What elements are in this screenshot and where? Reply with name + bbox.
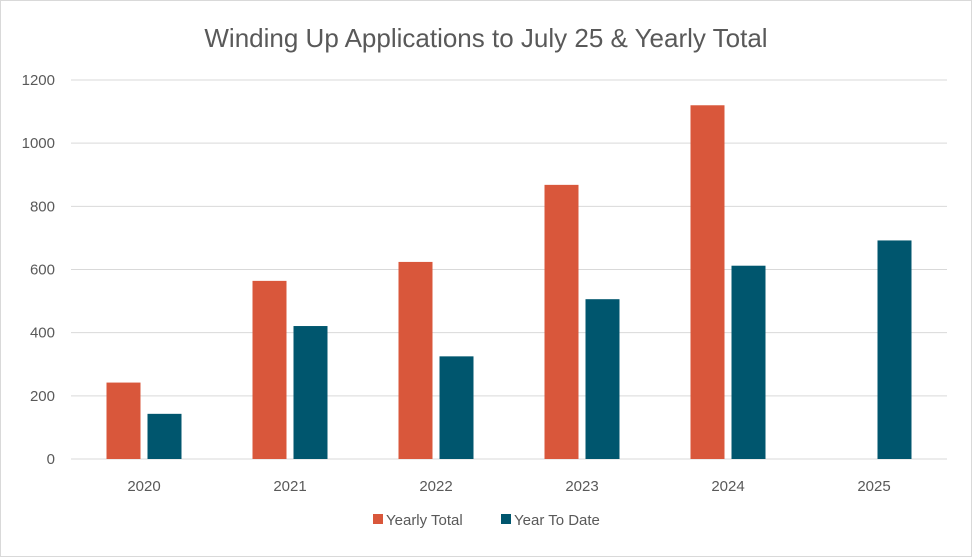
bar-yearly-total-2021 — [252, 280, 287, 459]
bar-year-to-date-2022 — [439, 356, 474, 459]
bar-year-to-date-2021 — [293, 326, 328, 459]
bar-yearly-total-2020 — [106, 382, 141, 459]
y-tick-label: 600 — [30, 262, 55, 279]
bar-yearly-total-2023 — [544, 184, 579, 459]
x-tick-label: 2020 — [127, 478, 160, 495]
bar-yearly-total-2022 — [398, 261, 433, 459]
bar-year-to-date-2020 — [147, 413, 182, 459]
bar-year-to-date-2023 — [585, 299, 620, 459]
x-tick-label: 2021 — [273, 478, 306, 495]
legend-label: Year To Date — [514, 512, 600, 529]
x-axis-ticks: 2020 2021 2022 2023 2024 2025 — [127, 478, 890, 495]
legend-label: Yearly Total — [386, 512, 463, 529]
bar-year-to-date-2025 — [877, 240, 912, 459]
y-tick-label: 1200 — [22, 72, 55, 89]
y-tick-label: 0 — [47, 451, 55, 468]
y-tick-label: 200 — [30, 388, 55, 405]
legend: Yearly Total Year To Date — [373, 512, 600, 529]
gridlines — [71, 79, 947, 460]
y-axis-ticks: 0 200 400 600 800 1000 1200 — [22, 72, 55, 468]
bar-year-to-date-2024 — [731, 265, 766, 459]
x-tick-label: 2022 — [419, 478, 452, 495]
y-tick-label: 800 — [30, 198, 55, 215]
legend-swatch — [373, 514, 383, 524]
y-tick-label: 400 — [30, 325, 55, 342]
x-tick-label: 2024 — [711, 478, 744, 495]
bar-yearly-total-2024 — [690, 105, 725, 460]
x-tick-label: 2023 — [565, 478, 598, 495]
x-tick-label: 2025 — [857, 478, 890, 495]
y-tick-label: 1000 — [22, 135, 55, 152]
legend-swatch — [501, 514, 511, 524]
bars — [106, 105, 912, 460]
chart-title: Winding Up Applications to July 25 & Yea… — [204, 23, 767, 53]
